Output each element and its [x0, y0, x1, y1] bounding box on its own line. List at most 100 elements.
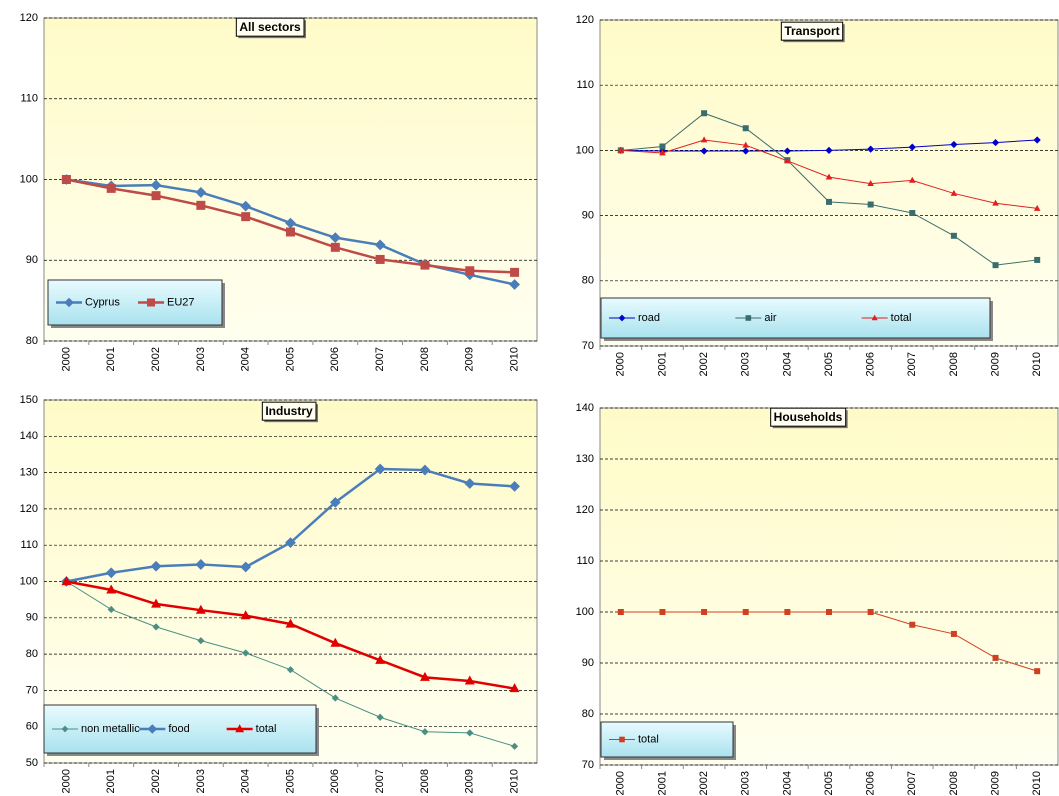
legend-marker — [147, 724, 158, 734]
legend-marker — [235, 724, 245, 733]
y-tick-label: 100 — [20, 575, 38, 587]
data-point — [241, 212, 251, 222]
x-tick-label: 2008 — [948, 771, 960, 795]
title-frame — [235, 17, 305, 37]
legend-marker — [745, 315, 752, 321]
legend-label: total — [891, 312, 912, 324]
data-point — [826, 198, 832, 205]
data-point — [464, 478, 476, 489]
x-tick-label: 2006 — [865, 771, 877, 795]
data-point — [330, 242, 340, 252]
data-point — [950, 140, 958, 149]
data-point — [825, 146, 833, 154]
plot-area — [599, 19, 1059, 347]
data-point — [510, 267, 520, 277]
data-point — [375, 254, 385, 264]
data-point — [107, 605, 115, 614]
legend-box — [47, 279, 223, 326]
data-point — [106, 584, 117, 594]
data-point — [151, 191, 161, 201]
data-point — [950, 232, 957, 239]
data-point — [950, 189, 958, 196]
data-point — [285, 217, 296, 229]
x-tick-label: 2005 — [284, 347, 296, 371]
data-point — [419, 464, 431, 476]
x-tick-label: 2010 — [508, 347, 520, 371]
data-point — [420, 260, 430, 270]
data-point — [617, 609, 624, 615]
title-frame — [780, 21, 844, 41]
data-point — [742, 125, 749, 132]
x-tick-label: 2000 — [60, 769, 72, 793]
data-point — [285, 537, 296, 549]
data-point — [61, 175, 71, 184]
title-frame — [770, 407, 847, 427]
x-tick-label: 2001 — [656, 352, 668, 376]
data-point — [197, 637, 205, 645]
data-point — [867, 201, 874, 208]
data-point — [1034, 668, 1041, 675]
y-tick-label: 90 — [582, 657, 594, 669]
y-tick-label: 80 — [26, 648, 38, 660]
legend-marker — [619, 736, 625, 743]
legend-label: EU27 — [167, 296, 195, 308]
data-point — [105, 567, 117, 579]
y-tick-label: 150 — [20, 394, 38, 406]
data-point — [61, 576, 72, 586]
legend-label: total — [256, 723, 277, 735]
y-tick-label: 90 — [26, 254, 38, 266]
data-point — [285, 618, 296, 628]
y-tick-label: 130 — [576, 453, 594, 465]
data-point — [908, 176, 916, 183]
legend-marker — [61, 725, 69, 733]
x-tick-label: 2006 — [329, 769, 341, 793]
title-box: All sectors — [235, 17, 307, 39]
title-box: Transport — [780, 21, 845, 43]
data-point — [374, 239, 386, 251]
x-tick-label: 2006 — [329, 347, 341, 371]
chart-title: Transport — [784, 24, 839, 38]
legend-marker — [147, 298, 155, 307]
data-point — [909, 621, 916, 628]
data-point — [783, 147, 791, 155]
legend-marker — [618, 314, 626, 322]
y-tick-label: 80 — [26, 335, 38, 347]
data-point — [991, 138, 1000, 147]
legend-label: non metallic — [81, 723, 140, 735]
x-tick-label: 2004 — [240, 769, 252, 793]
x-tick-label: 2003 — [740, 352, 752, 376]
data-point — [195, 187, 207, 198]
legend-label: Cyprus — [85, 296, 120, 308]
y-tick-label: 140 — [20, 430, 38, 442]
data-point — [908, 143, 916, 151]
data-point — [617, 146, 625, 153]
data-point — [509, 480, 520, 492]
data-point — [376, 713, 384, 721]
y-tick-label: 100 — [576, 144, 594, 156]
x-tick-label: 2009 — [464, 769, 476, 793]
y-tick-label: 120 — [576, 504, 594, 516]
title-frame — [261, 401, 317, 421]
x-tick-label: 2002 — [150, 347, 162, 371]
data-point — [329, 232, 341, 244]
y-tick-label: 70 — [26, 684, 38, 696]
data-point — [909, 209, 916, 216]
data-point — [150, 560, 162, 572]
legend-marker — [871, 314, 878, 321]
legend-box — [600, 297, 991, 339]
data-point — [992, 654, 999, 661]
legend-label: road — [638, 312, 660, 324]
x-tick-label: 2008 — [419, 347, 431, 371]
x-tick-label: 2005 — [823, 771, 835, 795]
y-tick-label: 130 — [20, 467, 38, 479]
y-tick-label: 90 — [26, 612, 38, 624]
data-point — [150, 179, 162, 191]
x-tick-label: 2001 — [105, 769, 117, 793]
x-tick-label: 2006 — [865, 352, 877, 376]
data-point — [659, 149, 666, 156]
data-point — [375, 654, 386, 664]
chart-title: Industry — [265, 404, 313, 418]
data-point — [421, 728, 429, 736]
data-point — [106, 183, 116, 193]
